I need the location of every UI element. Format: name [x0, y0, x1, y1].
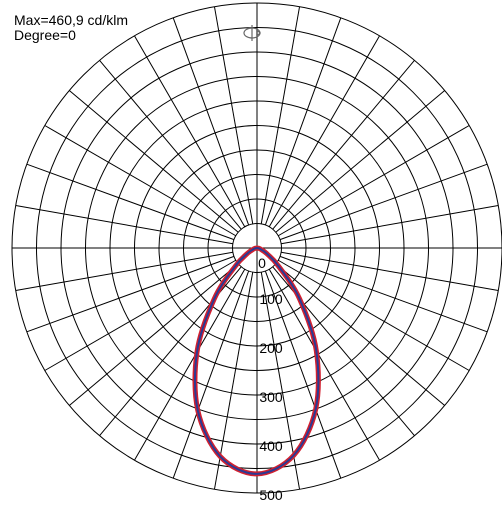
- grid-spoke: [15, 251, 233, 292]
- grid-spoke: [279, 163, 488, 241]
- curve-line: [193, 247, 320, 475]
- radial-tick-label: 200: [259, 340, 283, 356]
- grid-spoke: [279, 255, 488, 333]
- intensity-curve: [192, 245, 321, 477]
- rotation-icon: [243, 25, 261, 41]
- grid-spoke: [260, 6, 301, 224]
- radial-tick-labels: 0 100 200 300 400 500: [258, 255, 283, 503]
- radial-tick-label: 500: [259, 487, 283, 503]
- grid-spoke: [264, 17, 342, 226]
- grid-spoke: [268, 35, 380, 228]
- grid-spoke: [68, 263, 239, 406]
- grid-spoke: [172, 270, 250, 479]
- grid-spoke: [213, 272, 254, 490]
- max-intensity-label: Max=460,9 cd/klm: [14, 12, 128, 28]
- degree-label: Degree=0: [14, 27, 76, 43]
- grid-spoke: [275, 263, 446, 406]
- grid-spoke: [68, 90, 239, 233]
- grid-spoke: [213, 6, 254, 224]
- grid-spoke: [134, 268, 246, 461]
- grid-spoke: [172, 17, 250, 226]
- polar-grid: [11, 2, 502, 494]
- grid-spoke: [26, 255, 235, 333]
- radial-tick-label: 100: [259, 291, 283, 307]
- grid-spoke: [264, 270, 342, 479]
- radial-tick-label: 300: [259, 389, 283, 405]
- grid-spoke: [275, 90, 446, 233]
- grid-spoke: [15, 204, 233, 245]
- grid-spoke: [44, 125, 237, 237]
- grid-spoke: [281, 204, 499, 245]
- grid-spoke: [277, 125, 470, 237]
- radial-tick-label: 0: [258, 255, 266, 271]
- grid-spoke: [281, 251, 499, 292]
- grid-spoke: [134, 35, 246, 228]
- grid-spoke: [99, 59, 242, 230]
- grid-spoke: [44, 259, 237, 371]
- grid-spoke: [26, 163, 235, 241]
- grid-spoke: [277, 259, 470, 371]
- chart-header: Max=460,9 cd/klm Degree=0: [14, 13, 128, 43]
- grid-spoke: [272, 59, 415, 230]
- grid-spoke: [268, 268, 380, 461]
- radial-tick-label: 400: [259, 438, 283, 454]
